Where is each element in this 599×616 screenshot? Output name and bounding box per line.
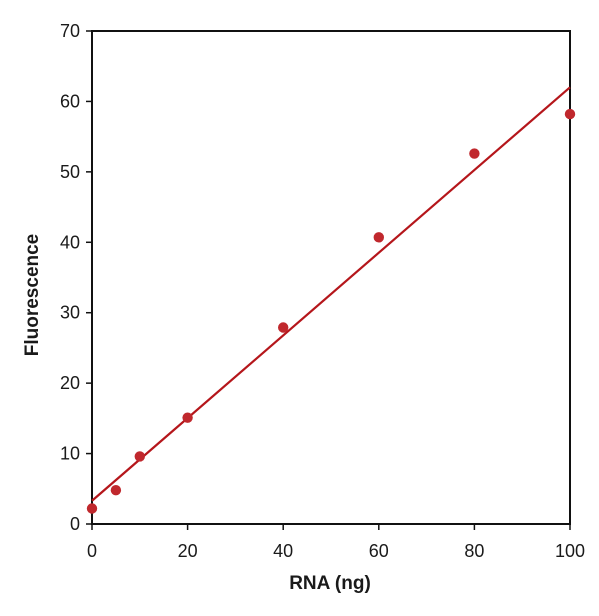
y-tick-label: 30 [60,303,80,323]
y-tick-label: 20 [60,373,80,393]
data-point [86,503,98,514]
y-axis-title: Fluorescence [22,234,43,357]
x-tick-label: 0 [87,541,97,561]
y-tick-label: 10 [60,444,80,464]
x-tick-label: 80 [464,541,484,561]
y-tick-label: 70 [60,21,80,41]
x-tick-label: 40 [273,541,293,561]
data-point [373,232,384,243]
plot-frame [91,30,571,525]
y-tick-label: 60 [60,91,80,111]
data-point [134,451,145,462]
x-tick-label: 20 [178,541,198,561]
data-point [182,412,193,423]
plot-layer: 0 20 40 60 80 100 0 10 20 30 40 50 60 70 [60,21,585,561]
y-tick-label: 0 [70,514,80,534]
data-point [110,484,122,496]
x-axis-title: RNA (ng) [289,573,371,594]
data-point [278,322,289,333]
x-tick-label: 100 [555,541,585,561]
data-point [564,108,576,120]
trendline [91,86,571,502]
x-tick-label: 60 [369,541,389,561]
y-tick-label: 50 [60,162,80,182]
y-tick-label: 40 [60,232,80,252]
data-point [469,148,480,159]
